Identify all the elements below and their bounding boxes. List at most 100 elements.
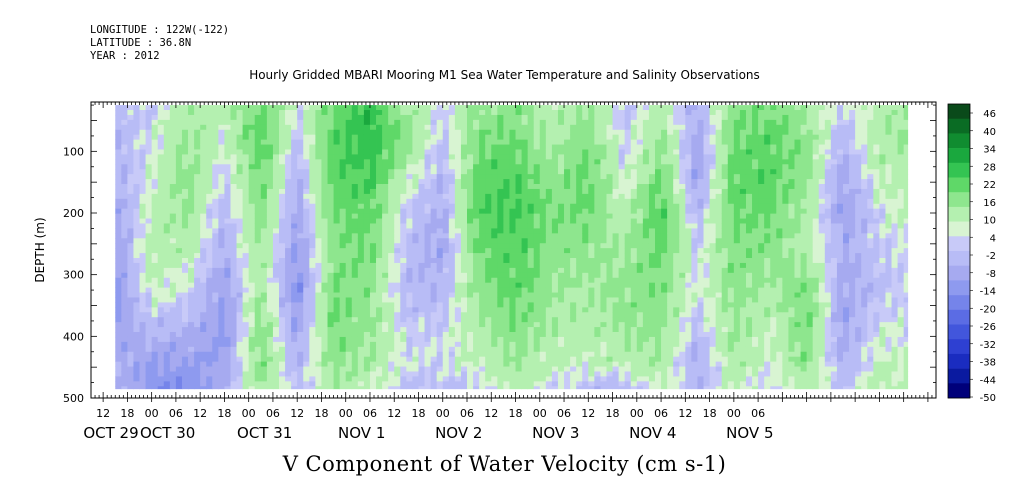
heatmap-cell [248, 386, 256, 390]
heatmap-cell [121, 169, 128, 175]
heatmap-cell [206, 159, 213, 165]
heatmap-cell [376, 208, 383, 215]
heatmap-cell [327, 262, 334, 269]
heatmap-cell [430, 149, 438, 155]
heatmap-cell [576, 336, 583, 343]
heatmap-cell [442, 203, 450, 210]
heatmap-cell [321, 223, 328, 229]
heatmap-cell [236, 213, 244, 219]
heatmap-cell [272, 336, 280, 343]
heatmap-cell [442, 381, 450, 387]
heatmap-cell [236, 124, 244, 131]
heatmap-cell [570, 144, 577, 150]
heatmap-cell [279, 139, 286, 145]
heatmap-cell [224, 307, 231, 313]
heatmap-cell [272, 302, 280, 308]
heatmap-cell [230, 327, 237, 333]
heatmap-cell [424, 228, 432, 234]
heatmap-cell [497, 208, 504, 215]
heatmap-cell [254, 110, 262, 116]
heatmap-cell [248, 277, 256, 284]
heatmap-cell [454, 213, 462, 219]
heatmap-cell [242, 258, 250, 264]
heatmap-cell [557, 327, 565, 333]
heatmap-cell [582, 218, 589, 224]
heatmap-cell [363, 351, 371, 358]
heatmap-cell [418, 208, 425, 215]
heatmap-cell [618, 356, 626, 363]
heatmap-cell [454, 184, 462, 190]
heatmap-cell [460, 312, 468, 318]
heatmap-cell [570, 253, 577, 259]
heatmap-cell [333, 312, 341, 318]
heatmap-cell [394, 223, 401, 229]
heatmap-cell [236, 361, 244, 367]
heatmap-cell [285, 282, 292, 289]
heatmap-cell [151, 386, 159, 390]
heatmap-cell [412, 262, 419, 269]
heatmap-cell [618, 302, 626, 308]
heatmap-cell [139, 282, 146, 289]
heatmap-cell [594, 327, 601, 333]
heatmap-cell [248, 312, 256, 318]
heatmap-cell [315, 139, 322, 145]
heatmap-cell [551, 366, 559, 372]
heatmap-cell [454, 218, 462, 224]
heatmap-cell [303, 119, 310, 126]
heatmap-cell [327, 332, 334, 338]
heatmap-cell [188, 114, 195, 121]
heatmap-cell [321, 149, 328, 155]
heatmap-cell [406, 208, 413, 215]
heatmap-cell [442, 332, 450, 338]
heatmap-cell [424, 188, 432, 195]
heatmap-cell [157, 110, 165, 116]
heatmap-cell [539, 386, 547, 390]
heatmap-cell [467, 203, 474, 210]
heatmap-cell [545, 164, 553, 170]
heatmap-cell [545, 366, 553, 372]
heatmap-cell [418, 119, 425, 126]
heatmap-cell [557, 119, 565, 126]
heatmap-cell [400, 139, 407, 145]
heatmap-cell [424, 346, 432, 353]
heatmap-cell [351, 134, 359, 141]
heatmap-cell [430, 322, 438, 328]
heatmap-cell [533, 262, 541, 269]
heatmap-cell [357, 282, 365, 289]
heatmap-cell [260, 149, 268, 155]
heatmap-cell [363, 149, 371, 155]
heatmap-cell [600, 356, 607, 363]
heatmap-cell [157, 361, 165, 367]
heatmap-cell [133, 336, 140, 343]
heatmap-cell [521, 297, 529, 303]
heatmap-cell [333, 262, 341, 269]
heatmap-cell [551, 346, 559, 353]
heatmap-cell [175, 297, 183, 303]
heatmap-cell [115, 292, 122, 298]
heatmap-cell [382, 376, 389, 382]
heatmap-cell [303, 238, 310, 244]
heatmap-cell [636, 105, 644, 111]
heatmap-cell [454, 346, 462, 353]
heatmap-cell [188, 169, 195, 175]
heatmap-cell [418, 267, 425, 274]
heatmap-cell [309, 164, 316, 170]
heatmap-cell [145, 322, 153, 328]
heatmap-cell [570, 184, 577, 190]
heatmap-cell [497, 114, 504, 121]
heatmap-cell [624, 327, 632, 333]
heatmap-cell [400, 129, 407, 136]
heatmap-cell [272, 198, 280, 205]
heatmap-cell [576, 213, 583, 219]
heatmap-cell [424, 105, 432, 111]
heatmap-cell [297, 332, 304, 338]
heatmap-cell [582, 327, 589, 333]
heatmap-cell [200, 292, 207, 298]
heatmap-cell [133, 174, 140, 180]
heatmap-cell [442, 119, 450, 126]
heatmap-cell [339, 272, 347, 279]
heatmap-cell [151, 198, 159, 205]
heatmap-cell [503, 317, 510, 323]
heatmap-cell [491, 312, 498, 318]
heatmap-cell [533, 228, 541, 234]
